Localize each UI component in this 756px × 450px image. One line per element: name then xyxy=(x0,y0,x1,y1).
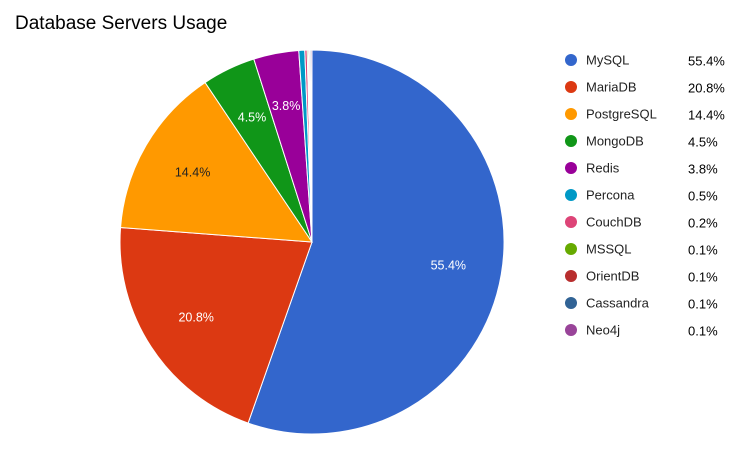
legend-marker-redis xyxy=(565,162,577,174)
legend-marker-mssql xyxy=(565,243,577,255)
legend-marker-orientdb xyxy=(565,270,577,282)
legend-marker-mongodb xyxy=(565,135,577,147)
legend-value-mongodb: 4.5% xyxy=(688,135,718,150)
slice-label-postgresql: 14.4% xyxy=(175,165,210,179)
chart-title: Database Servers Usage xyxy=(15,13,227,34)
legend-marker-neo4j xyxy=(565,324,577,336)
legend-label-neo4j: Neo4j xyxy=(586,323,620,338)
pie-slice-neo4j xyxy=(310,49,313,243)
legend-value-percona: 0.5% xyxy=(688,189,718,204)
legend-marker-postgresql xyxy=(565,108,577,120)
legend-value-postgresql: 14.4% xyxy=(688,108,725,123)
legend-label-redis: Redis xyxy=(586,161,620,176)
legend-label-mssql: MSSQL xyxy=(586,242,632,257)
legend-marker-cassandra xyxy=(565,297,577,309)
legend-label-mongodb: MongoDB xyxy=(586,134,644,149)
pie-slice-labels: 55.4% 20.8% 14.4% 4.5% 3.8% xyxy=(175,99,466,324)
legend-value-mssql: 0.1% xyxy=(688,243,718,258)
slice-label-mysql: 55.4% xyxy=(431,258,466,272)
legend-marker-percona xyxy=(565,189,577,201)
legend-label-couchdb: CouchDB xyxy=(586,215,642,230)
pie-slice-postgresql xyxy=(120,81,313,243)
slice-label-redis: 3.8% xyxy=(272,99,301,113)
legend-value-mariadb: 20.8% xyxy=(688,81,725,96)
legend-marker-couchdb xyxy=(565,216,577,228)
legend-label-cassandra: Cassandra xyxy=(586,296,650,311)
slice-label-mariadb: 20.8% xyxy=(178,311,213,325)
legend-label-orientdb: OrientDB xyxy=(586,269,639,284)
pie-slices xyxy=(119,49,505,435)
legend-value-neo4j: 0.1% xyxy=(688,324,718,339)
pie-slice-mariadb xyxy=(119,227,313,424)
legend-label-postgresql: PostgreSQL xyxy=(586,107,657,122)
legend-value-orientdb: 0.1% xyxy=(688,270,718,285)
legend-value-redis: 3.8% xyxy=(688,162,718,177)
legend-value-couchdb: 0.2% xyxy=(688,216,718,231)
legend: MySQL 55.4% MariaDB 20.8% PostgreSQL 14.4% Mon… xyxy=(565,53,725,339)
legend-label-percona: Percona xyxy=(586,188,635,203)
legend-marker-mariadb xyxy=(565,81,577,93)
legend-label-mariadb: MariaDB xyxy=(586,80,637,95)
slice-label-mongodb: 4.5% xyxy=(238,111,267,125)
legend-value-cassandra: 0.1% xyxy=(688,297,718,312)
legend-marker-mysql xyxy=(565,54,577,66)
legend-value-mysql: 55.4% xyxy=(688,54,725,69)
legend-label-mysql: MySQL xyxy=(586,53,629,68)
